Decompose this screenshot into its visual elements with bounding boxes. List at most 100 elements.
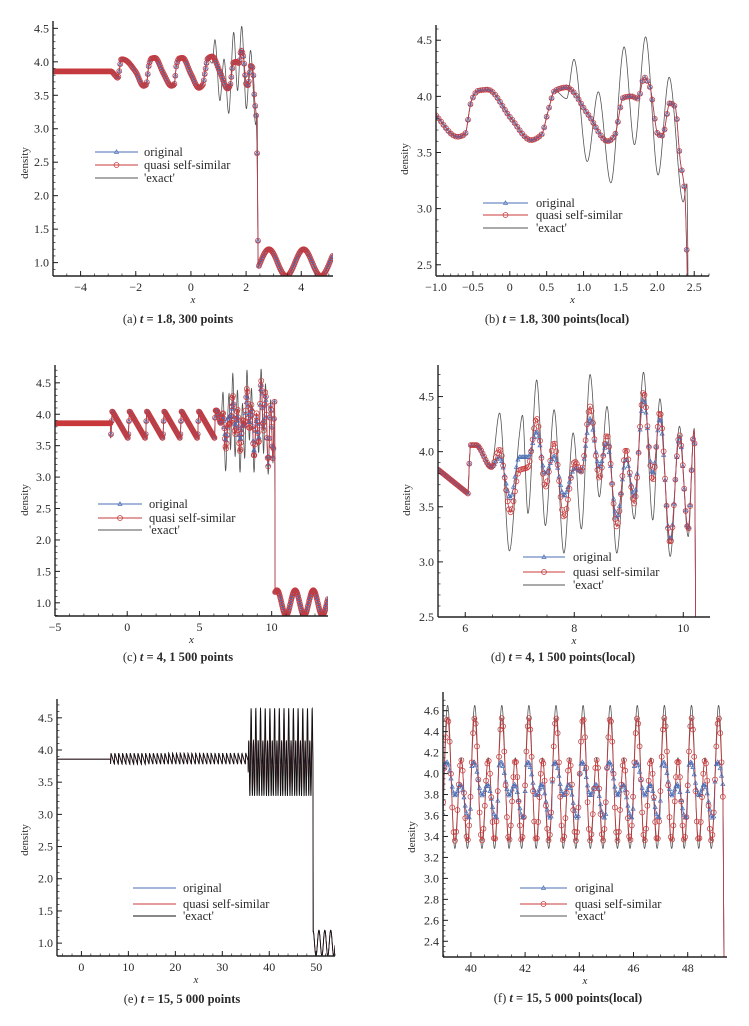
marker-quasi xyxy=(597,811,604,817)
marker-original xyxy=(495,797,501,803)
legend-label-quasi: quasi self-similar xyxy=(183,897,270,911)
marker-original xyxy=(476,785,483,790)
marker-quasi xyxy=(268,406,274,413)
marker-original xyxy=(526,760,532,765)
marker-quasi xyxy=(108,418,115,424)
marker-quasi xyxy=(658,753,665,760)
marker-quasi xyxy=(124,434,131,440)
marker-quasi xyxy=(572,458,579,465)
marker-quasi xyxy=(497,98,503,105)
marker-quasi xyxy=(663,502,670,509)
marker-quasi xyxy=(678,167,685,174)
marker-quasi xyxy=(588,831,595,838)
marker-quasi xyxy=(514,774,521,780)
marker-original xyxy=(670,790,676,796)
markers-original xyxy=(436,74,701,433)
y-axis-label: density xyxy=(401,484,413,516)
marker-original xyxy=(532,429,539,435)
marker-quasi xyxy=(685,525,692,532)
x-tick-label: −1.0 xyxy=(425,280,447,294)
marker-quasi xyxy=(652,819,659,825)
marker-quasi xyxy=(250,72,257,79)
marker-quasi xyxy=(482,456,489,463)
legend-item-exact: 'exact' xyxy=(520,909,606,923)
marker-original xyxy=(512,781,518,787)
marker-quasi xyxy=(227,81,234,87)
marker-original xyxy=(615,512,621,517)
marker-original xyxy=(621,464,627,470)
marker-original xyxy=(458,782,464,788)
markers-quasi xyxy=(438,390,698,545)
marker-quasi xyxy=(248,401,255,408)
y-tick-label: 1.0 xyxy=(34,256,49,270)
marker-original xyxy=(703,784,709,790)
marker-quasi xyxy=(507,822,514,829)
marker-quasi xyxy=(329,253,333,259)
chart-panel-a: −4 −2 0 2 4 1.0 1.5 2.0 2.5 3.0 3.5 4.0 4.5 x density o… xyxy=(19,21,333,326)
markers-quasi xyxy=(55,377,328,616)
marker-original xyxy=(577,770,583,776)
marker-original xyxy=(588,115,594,121)
marker-original xyxy=(502,106,508,112)
marker-original xyxy=(697,425,701,429)
marker-quasi xyxy=(154,56,160,63)
marker-quasi xyxy=(268,248,275,254)
marker-quasi xyxy=(458,757,465,764)
marker-quasi xyxy=(115,73,122,80)
marker-original xyxy=(161,418,167,423)
legend-label-exact: 'exact' xyxy=(183,909,214,923)
marker-quasi xyxy=(522,782,528,789)
y-tick-label: 4.0 xyxy=(38,743,53,757)
marker-quasi xyxy=(537,437,543,444)
marker-quasi xyxy=(258,377,265,384)
marker-quasi xyxy=(678,442,685,449)
marker-quasi xyxy=(614,837,621,844)
marker-quasi xyxy=(570,807,577,813)
marker-original xyxy=(494,95,501,100)
marker-original xyxy=(538,782,544,788)
marker-quasi xyxy=(463,833,470,840)
marker-quasi xyxy=(243,386,250,392)
marker-quasi xyxy=(245,82,251,89)
circle-marker-icon xyxy=(540,901,547,907)
marker-quasi xyxy=(701,757,708,764)
marker-quasi xyxy=(582,437,589,444)
marker-quasi xyxy=(324,598,328,605)
marker-quasi xyxy=(254,430,261,436)
marker-quasi xyxy=(228,403,235,410)
y-tick-label: 4.5 xyxy=(38,711,53,725)
chart-panel-e: 0 10 20 30 40 50 1.0 1.5 2.0 2.5 3.0 3.5 4.0 4.5 x dens… xyxy=(19,699,336,1006)
marker-original xyxy=(604,765,610,770)
marker-quasi xyxy=(264,434,270,441)
marker-quasi xyxy=(173,63,180,70)
marker-quasi xyxy=(474,743,480,750)
marker-quasi xyxy=(232,425,239,432)
marker-original xyxy=(544,806,550,812)
marker-quasi xyxy=(142,82,148,89)
legend-item-original: original xyxy=(483,196,575,210)
marker-quasi xyxy=(565,496,571,503)
marker-original xyxy=(203,60,210,65)
caption-tag: (d) xyxy=(491,650,509,664)
marker-quasi xyxy=(479,837,486,844)
marker-original xyxy=(552,453,558,459)
plot-area xyxy=(438,371,698,617)
marker-quasi xyxy=(160,431,166,438)
caption-time-variable: t xyxy=(141,992,145,1006)
marker-quasi xyxy=(520,814,527,820)
circle-marker-icon xyxy=(117,515,123,521)
marker-quasi xyxy=(112,72,119,79)
marker-quasi xyxy=(566,757,573,764)
marker-quasi xyxy=(449,804,456,811)
y-tick-label: 4.0 xyxy=(424,767,439,781)
marker-quasi xyxy=(719,793,726,800)
marker-original xyxy=(507,495,514,500)
marker-quasi xyxy=(551,440,558,447)
marker-original xyxy=(704,790,710,796)
y-tick-label: 3.5 xyxy=(38,775,53,789)
marker-original xyxy=(529,771,535,777)
marker-original xyxy=(695,429,699,433)
marker-quasi xyxy=(241,422,248,429)
